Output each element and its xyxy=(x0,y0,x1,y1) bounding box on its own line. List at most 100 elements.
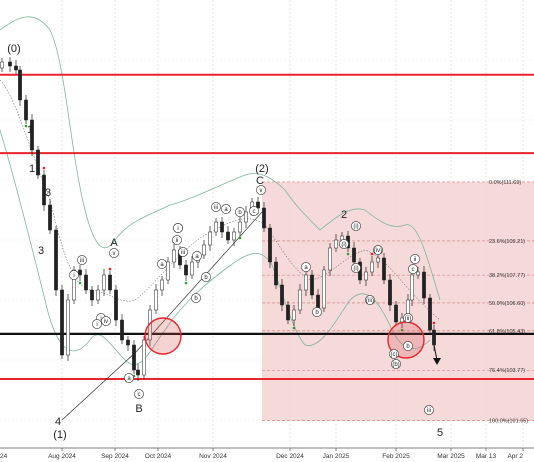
wave-label-minor: b xyxy=(406,344,410,350)
down-arrow-head xyxy=(433,358,441,365)
wave-label-bubble xyxy=(101,316,111,326)
signal-dot-red xyxy=(370,252,374,256)
candle-body xyxy=(334,239,338,249)
candle-body xyxy=(114,289,118,321)
wave-label-bubble xyxy=(312,307,322,317)
candle-body xyxy=(388,279,392,306)
candle-body xyxy=(120,319,124,341)
wave-label-minor: i xyxy=(177,226,178,232)
wave-label-minor: (ii) xyxy=(405,316,412,322)
x-tick-label: Apr 2 xyxy=(507,453,523,460)
candle-body xyxy=(428,297,432,331)
wave-label-bubble xyxy=(211,202,221,212)
candle-body xyxy=(78,269,82,276)
candle-body xyxy=(142,339,146,376)
candle-body xyxy=(422,271,426,299)
candle-body xyxy=(382,257,386,281)
wave-label-bubble xyxy=(424,405,434,415)
x-tick-label: Mar 2025 xyxy=(437,453,465,460)
candle-body xyxy=(132,344,136,371)
candle-body xyxy=(60,289,64,356)
wave-label-bubble xyxy=(221,204,231,214)
highlight-circles xyxy=(144,317,425,359)
candle-body xyxy=(30,119,34,151)
envelope-mid xyxy=(0,79,441,321)
candle-body xyxy=(286,304,290,321)
x-tick-label: Nov 2024 xyxy=(199,453,227,460)
fib-zone xyxy=(262,181,534,421)
wave-label-bubble xyxy=(408,264,418,274)
candle-body xyxy=(328,247,332,271)
x-tick-label: Jan 2025 xyxy=(323,453,350,460)
wave-label-minor: v xyxy=(260,188,263,194)
candle-body xyxy=(24,99,28,121)
wave-label-bubble xyxy=(157,259,167,269)
wave-label-minor: ii xyxy=(414,257,417,263)
wave-label-minor: b xyxy=(315,310,319,316)
wave-label-bubble xyxy=(365,295,375,305)
wave-label-minor: b xyxy=(204,275,208,281)
fib-label: 61.8%(105.43) xyxy=(489,329,525,335)
down-arrow-shaft xyxy=(433,344,438,361)
candle-body xyxy=(48,204,52,231)
wave-label-bubble xyxy=(403,341,413,351)
candle-body xyxy=(244,211,248,223)
candle-body xyxy=(214,221,218,233)
candle-body xyxy=(232,231,236,241)
candle-body xyxy=(280,284,284,306)
signal-dot-red xyxy=(42,166,46,170)
candlestick-series xyxy=(0,57,441,381)
candle-body xyxy=(172,249,176,263)
wave-label-bubble xyxy=(92,319,102,329)
candle-body xyxy=(292,309,296,321)
wave-label-bubble xyxy=(109,248,119,258)
highlight-circle-left xyxy=(144,317,182,355)
wave-label-major: A xyxy=(110,237,118,249)
candle-body xyxy=(262,207,266,229)
wave-label-bubble xyxy=(191,293,201,303)
wave-label-minor: iii xyxy=(427,408,431,414)
trend-line-lower xyxy=(61,351,137,421)
fib-zone-spacer xyxy=(262,0,534,12)
signal-dot-green xyxy=(78,281,82,285)
wave-label-bubble xyxy=(235,207,245,217)
trend-lines xyxy=(61,211,263,421)
candle-body xyxy=(322,269,326,309)
candle-body xyxy=(90,289,94,301)
candle-body xyxy=(18,69,22,101)
candle-body xyxy=(410,274,414,301)
signal-dot-green xyxy=(24,124,28,128)
wave-label-bubble xyxy=(69,270,79,280)
wave-label-minor: (iii) xyxy=(366,298,374,304)
candle-body xyxy=(432,329,436,346)
signal-dot-green xyxy=(292,326,296,330)
candle-body xyxy=(304,274,308,291)
wave-label-bubble xyxy=(172,235,182,245)
wave-label-minor: (b) xyxy=(392,362,399,368)
wave-label-bubble xyxy=(201,272,211,282)
candle-body xyxy=(0,61,4,69)
wave-label-bubble xyxy=(403,313,413,323)
candle-body xyxy=(310,274,314,296)
signal-dot-red xyxy=(108,267,112,271)
candle-body xyxy=(364,271,368,281)
signal-dot-green xyxy=(238,236,242,240)
wave-label-major: B xyxy=(135,403,142,415)
candle-body xyxy=(108,274,112,291)
fib-label: 23.6%(109.21) xyxy=(489,239,525,245)
wave-labels: (0)(1)(2)CAB1123345iviiiiiviaiiiiiiabiii… xyxy=(7,43,443,441)
candle-body xyxy=(202,244,206,256)
x-tick-label: Feb 2025 xyxy=(382,453,410,460)
wave-label-minor: (c) xyxy=(391,352,398,358)
candle-body xyxy=(42,174,46,206)
x-axis: 24 Aug 2024 Sep 2024 Oct 2024 Nov 2024 Dec 20… xyxy=(0,447,534,460)
fib-label: 38.2%(107.77) xyxy=(489,273,525,279)
candle-body xyxy=(226,231,230,241)
candle-body xyxy=(84,274,88,291)
x-tick-label: Dec 2024 xyxy=(276,453,304,460)
candle-body xyxy=(184,264,188,276)
wave-label-minor: (i) xyxy=(353,266,358,272)
fib-label: 100.0%(101.65) xyxy=(489,419,528,425)
wave-label-minor: a xyxy=(224,207,228,213)
wave-label-minor: (iv) xyxy=(374,248,382,254)
